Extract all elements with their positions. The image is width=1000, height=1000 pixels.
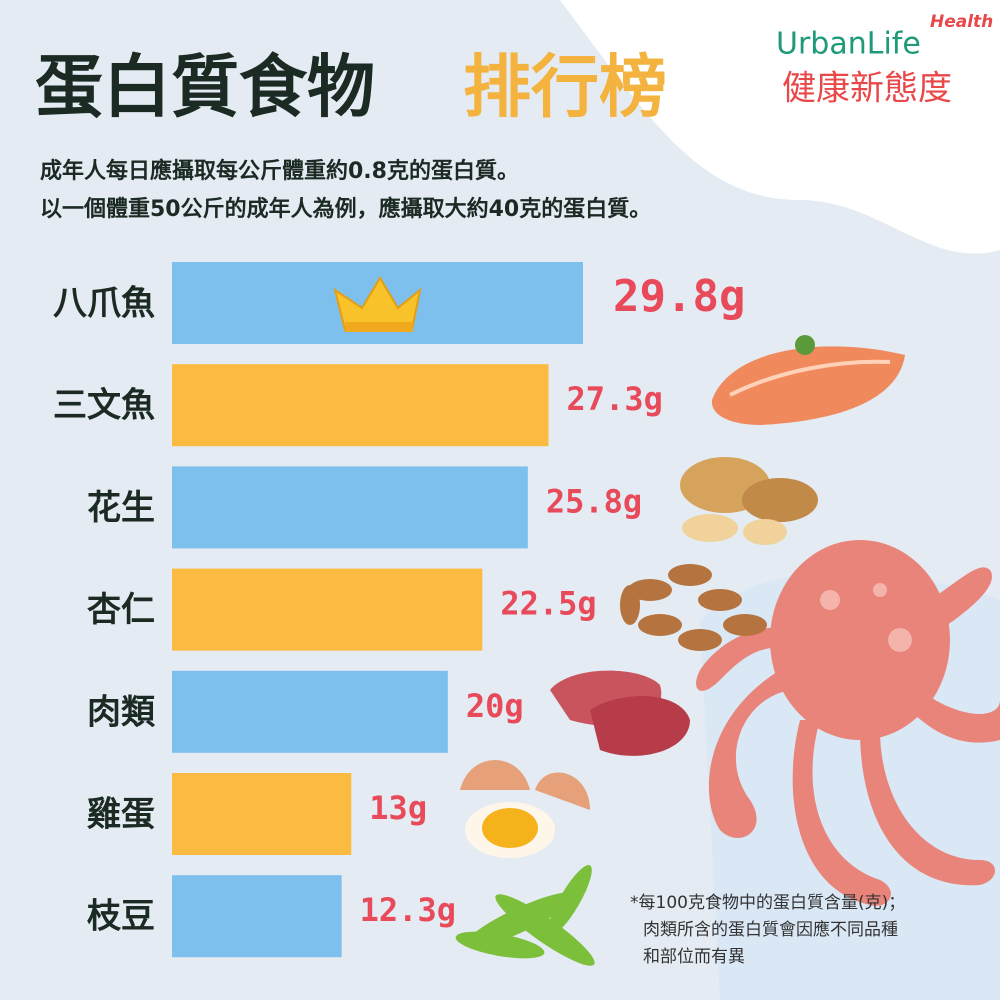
bar [172, 364, 549, 447]
octopus [696, 540, 1000, 906]
category-label: 雞蛋 [87, 795, 155, 835]
logo-tag: Health [930, 12, 993, 32]
logo-slogan: 健康新態度 [782, 69, 952, 109]
category-label: 肉類 [87, 692, 156, 732]
value-label: 29.8g [613, 271, 745, 322]
value-label: 22.5g [500, 585, 596, 623]
logo-brand: UrbanLife [776, 27, 921, 62]
category-label: 枝豆 [87, 897, 155, 937]
wave [560, 0, 1000, 254]
value-label: 20g [466, 687, 524, 725]
bar [172, 875, 342, 958]
salmon [711, 335, 905, 425]
bar [172, 773, 352, 855]
meat [550, 670, 690, 756]
chart-title: 蛋白質食物 [35, 49, 375, 128]
bar [172, 670, 448, 753]
value-label: 13g [369, 789, 427, 827]
subtitle: 成年人每日應攝取每公斤體重約0.8克的蛋白質。 [40, 158, 519, 184]
edamame [455, 865, 595, 966]
value-label: 27.3g [567, 380, 663, 418]
value-label: 25.8g [546, 482, 642, 520]
octopus-spots [820, 583, 912, 652]
footnote: 和部位而有異 [643, 947, 745, 967]
chart-title-highlight: 排行榜 [463, 49, 667, 128]
category-label: 三文魚 [53, 386, 155, 426]
footnote: 肉類所含的蛋白質會因應不同品種 [643, 919, 898, 940]
value-label: 12.3g [360, 891, 456, 929]
footnote: *每100克食物中的蛋白質含量(克)； [630, 893, 905, 913]
bar [172, 568, 483, 651]
almonds [620, 564, 767, 651]
category-label: 花生 [87, 488, 155, 528]
subtitle: 以一個體重50公斤的成年人為例，應攝取大約40克的蛋白質。 [40, 196, 651, 222]
bar [172, 466, 528, 549]
category-label: 八爪魚 [53, 284, 155, 324]
category-label: 杏仁 [87, 590, 155, 630]
egg [460, 760, 590, 858]
crown [333, 276, 422, 332]
peanut [680, 457, 818, 545]
